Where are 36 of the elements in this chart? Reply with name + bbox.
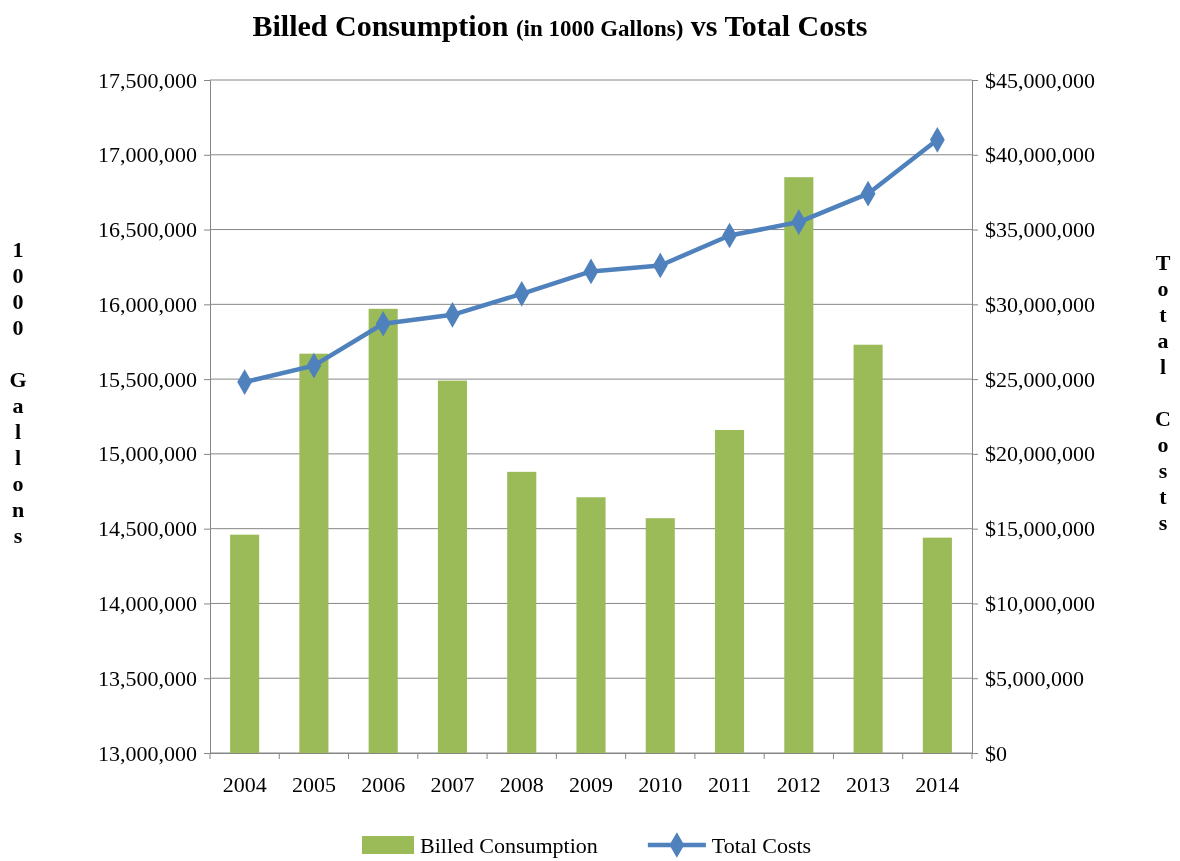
x-tick-label: 2010 <box>638 772 683 797</box>
text: Total Costs <box>1155 250 1171 535</box>
legend-label: Total Costs <box>711 833 812 858</box>
x-tick-label: 2009 <box>569 772 613 797</box>
x-tick-label: 2013 <box>846 772 891 797</box>
y-tick-label: 13,000,000 <box>98 740 197 766</box>
y-tick-label: 16,500,000 <box>98 217 197 243</box>
y-tick-label: 14,000,000 <box>98 590 197 616</box>
y2-tick-label: $15,000,000 <box>985 516 1095 542</box>
x-tick-label: 2012 <box>776 772 821 797</box>
y-tick-label: 13,500,000 <box>98 665 197 691</box>
y-tick-label: 15,500,000 <box>98 366 197 392</box>
x-tick-label: 2007 <box>430 772 475 797</box>
y2-tick-label: $25,000,000 <box>985 366 1095 392</box>
y-tick-label: 16,000,000 <box>98 291 197 317</box>
y2-tick-label: $40,000,000 <box>985 142 1095 168</box>
y-tick-label: 17,500,000 <box>98 67 197 93</box>
y2-tick-label: $10,000,000 <box>985 590 1095 616</box>
y2-tick-label: $30,000,000 <box>985 291 1095 317</box>
x-tick-label: 2004 <box>222 772 267 797</box>
y-tick-label: 17,000,000 <box>98 142 197 168</box>
chart-title: Billed Consumption (in 1000 Gallons) vs Total Costs <box>252 9 868 42</box>
x-tick-label: 2005 <box>291 772 336 797</box>
x-tick-label: 2014 <box>915 772 960 797</box>
y-tick-label: 15,000,000 <box>98 441 197 467</box>
y2-tick-label: $35,000,000 <box>985 217 1095 243</box>
text: 1000 Gallons <box>9 237 27 548</box>
x-tick-label: 2008 <box>499 772 544 797</box>
y2-tick-label: $20,000,000 <box>985 441 1095 467</box>
x-tick-label: 2011 <box>707 772 752 797</box>
legend-label: Billed Consumption <box>420 833 598 858</box>
x-tick-label: 2006 <box>361 772 406 797</box>
y-tick-label: 14,500,000 <box>98 516 197 542</box>
y2-tick-label: $5,000,000 <box>985 665 1084 691</box>
y2-tick-label: $0 <box>985 740 1007 766</box>
y2-tick-label: $45,000,000 <box>985 67 1095 93</box>
